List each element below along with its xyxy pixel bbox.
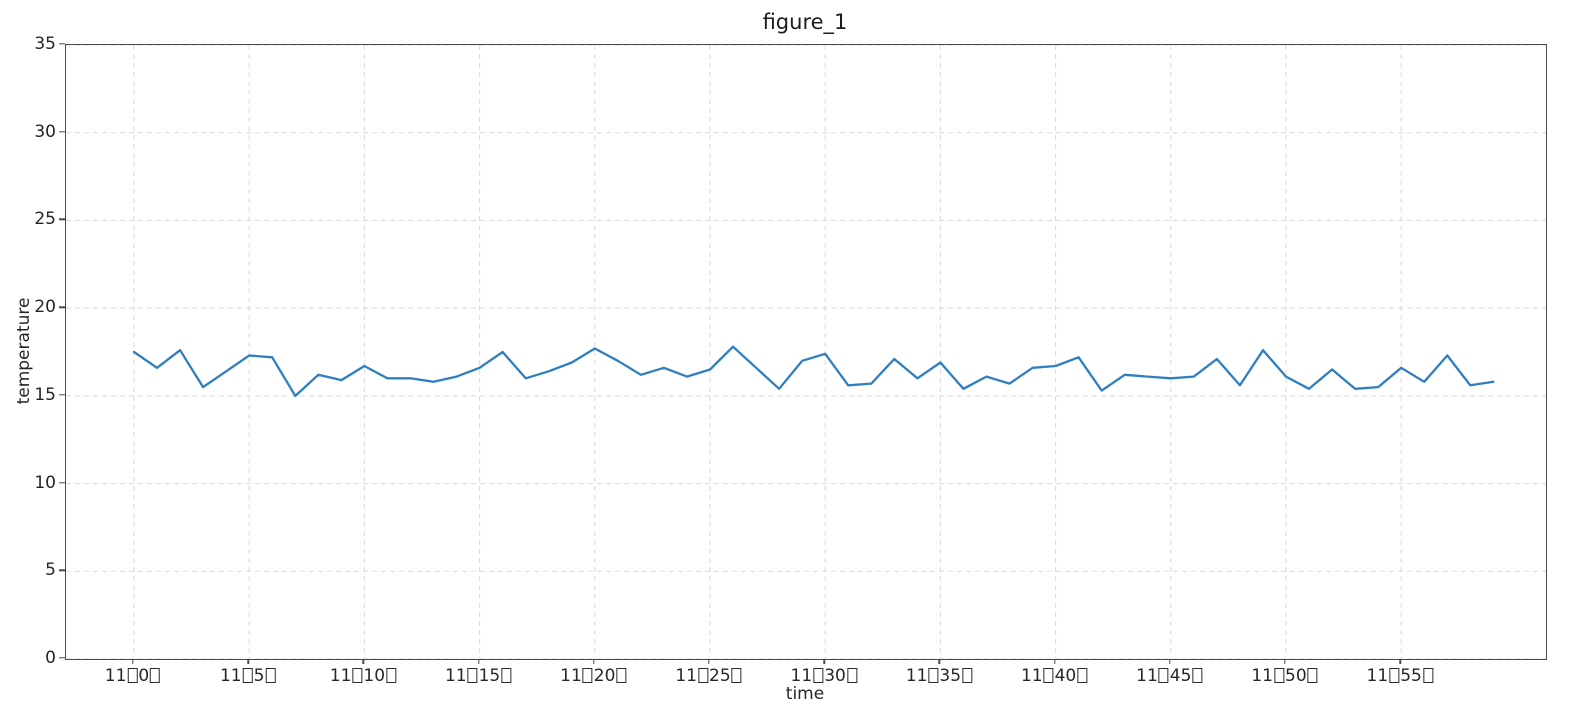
x-axis-label: time bbox=[785, 684, 825, 704]
y-tick-label: 5 bbox=[45, 560, 56, 581]
y-tick-label: 15 bbox=[34, 384, 56, 405]
y-tick-mark bbox=[59, 218, 65, 221]
x-tick-mark bbox=[1284, 659, 1286, 664]
missing-glyph-box bbox=[731, 668, 742, 683]
x-tick-label: 11 40 bbox=[1021, 666, 1088, 686]
y-tick-mark bbox=[59, 131, 65, 133]
temperature-line-series bbox=[132, 345, 1495, 398]
missing-glyph-box bbox=[698, 668, 708, 683]
missing-glyph-box bbox=[582, 668, 593, 683]
x-tick-mark bbox=[823, 659, 825, 664]
x-tick-label: 11 25 bbox=[675, 666, 742, 686]
x-tick-mark bbox=[362, 659, 365, 664]
y-tick-label: 35 bbox=[34, 34, 56, 54]
y-tick-mark bbox=[59, 394, 65, 396]
y-tick-label: 30 bbox=[34, 121, 56, 142]
missing-glyph-box bbox=[467, 668, 478, 683]
missing-glyph-box bbox=[1158, 668, 1169, 683]
missing-glyph-box bbox=[265, 668, 276, 683]
missing-glyph-box bbox=[1043, 668, 1054, 683]
missing-glyph-box bbox=[1274, 668, 1284, 683]
x-tick-label: 11 50 bbox=[1251, 666, 1318, 686]
missing-glyph-box bbox=[846, 668, 857, 683]
y-axis-label: temperature bbox=[14, 297, 34, 405]
x-tick-mark bbox=[477, 659, 480, 664]
gridlines bbox=[66, 45, 1546, 659]
y-tick-mark bbox=[59, 43, 65, 45]
plot-svg bbox=[66, 45, 1546, 659]
x-tick-label: 11 5 bbox=[220, 666, 276, 686]
x-tick-mark bbox=[708, 659, 710, 664]
missing-glyph-box bbox=[1389, 668, 1400, 683]
y-tick-mark bbox=[59, 306, 65, 308]
x-tick-label: 11 20 bbox=[560, 666, 627, 686]
missing-glyph-box bbox=[1307, 668, 1318, 683]
missing-glyph-box bbox=[813, 668, 824, 683]
missing-glyph-box bbox=[1077, 668, 1088, 683]
missing-glyph-box bbox=[242, 668, 253, 683]
x-tick-mark bbox=[247, 659, 249, 664]
x-tick-label: 11 45 bbox=[1136, 666, 1203, 686]
y-tick-label: 10 bbox=[34, 472, 56, 493]
x-tick-label: 11 35 bbox=[906, 666, 973, 686]
x-tick-label: 11 55 bbox=[1367, 666, 1434, 686]
plot-area bbox=[65, 44, 1547, 660]
missing-glyph-box bbox=[962, 668, 973, 683]
missing-glyph-box bbox=[352, 668, 363, 683]
x-tick-label: 11 10 bbox=[330, 666, 397, 686]
x-tick-mark bbox=[132, 659, 134, 664]
temperature-line bbox=[132, 345, 1495, 398]
missing-glyph-box bbox=[928, 668, 939, 683]
missing-glyph-box bbox=[501, 668, 512, 683]
x-tick-mark bbox=[1399, 659, 1401, 664]
chart-title: figure_1 bbox=[762, 10, 848, 34]
y-tick-mark bbox=[59, 569, 65, 571]
x-tick-mark bbox=[938, 659, 941, 664]
x-tick-label: 11 30 bbox=[791, 666, 858, 686]
y-tick-mark bbox=[59, 481, 65, 484]
y-tick-mark bbox=[59, 657, 65, 659]
missing-glyph-box bbox=[1192, 668, 1203, 683]
y-tick-label: 25 bbox=[34, 209, 56, 230]
x-tick-label: 11 0 bbox=[105, 666, 161, 686]
y-tick-label: 20 bbox=[34, 297, 56, 318]
x-tick-mark bbox=[593, 659, 595, 664]
missing-glyph-box bbox=[616, 668, 627, 683]
missing-glyph-box bbox=[386, 668, 397, 683]
x-tick-mark bbox=[1053, 659, 1056, 664]
missing-glyph-box bbox=[1422, 668, 1433, 683]
x-tick-mark bbox=[1169, 659, 1171, 664]
missing-glyph-box bbox=[127, 668, 138, 683]
x-tick-label: 11 15 bbox=[445, 666, 512, 686]
missing-glyph-box bbox=[150, 668, 161, 683]
y-tick-label: 0 bbox=[45, 648, 56, 668]
